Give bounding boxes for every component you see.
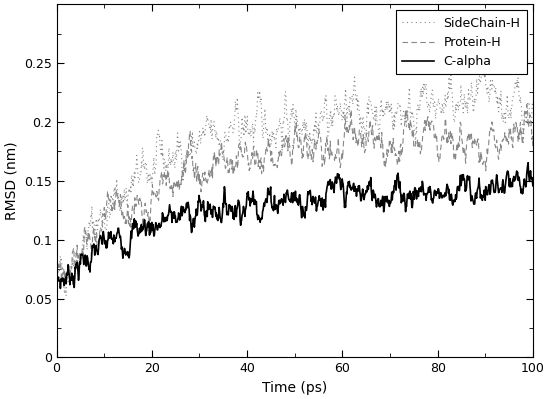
C-alpha: [103, 238, 109, 243]
SideChain-H: [247, 132, 253, 136]
Protein-H: [530, 145, 536, 150]
Protein-H: [53, 282, 60, 287]
C-alpha: [530, 184, 536, 188]
Protein-H: [103, 217, 109, 221]
X-axis label: Time (ps): Time (ps): [262, 381, 327, 395]
SideChain-H: [53, 282, 60, 287]
SideChain-H: [103, 225, 109, 230]
Protein-H: [381, 162, 388, 167]
Protein-H: [247, 165, 253, 170]
SideChain-H: [264, 126, 270, 130]
C-alpha: [525, 160, 531, 165]
Y-axis label: RMSD (nm): RMSD (nm): [4, 142, 18, 220]
SideChain-H: [480, 64, 486, 69]
C-alpha: [247, 196, 253, 200]
C-alpha: [434, 189, 440, 194]
C-alpha: [381, 207, 388, 211]
Protein-H: [523, 102, 530, 107]
C-alpha: [264, 200, 270, 205]
C-alpha: [57, 286, 64, 291]
Protein-H: [425, 122, 432, 127]
SideChain-H: [434, 102, 440, 107]
C-alpha: [53, 282, 60, 287]
SideChain-H: [63, 294, 69, 298]
Protein-H: [434, 141, 440, 146]
C-alpha: [425, 185, 432, 190]
SideChain-H: [381, 111, 388, 115]
Legend: SideChain-H, Protein-H, C-alpha: SideChain-H, Protein-H, C-alpha: [396, 10, 526, 75]
Line: Protein-H: Protein-H: [57, 105, 533, 284]
SideChain-H: [425, 101, 432, 106]
Line: C-alpha: C-alpha: [57, 163, 533, 288]
Protein-H: [264, 147, 270, 152]
Line: SideChain-H: SideChain-H: [57, 66, 533, 296]
SideChain-H: [530, 106, 536, 111]
Protein-H: [54, 282, 60, 287]
